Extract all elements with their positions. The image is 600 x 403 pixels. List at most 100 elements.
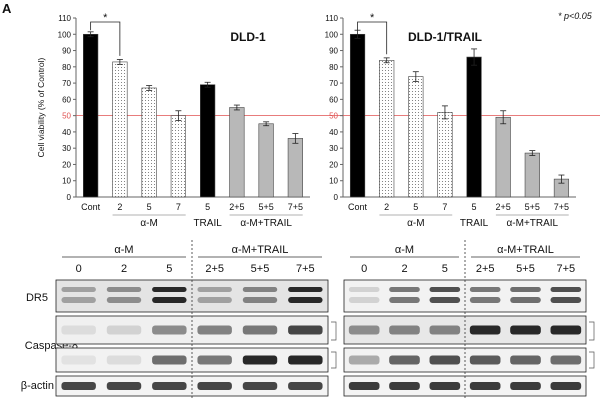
- blot-lane-label: 5: [166, 263, 172, 275]
- bar: [258, 123, 274, 198]
- bar: [229, 107, 245, 198]
- blot-band: [288, 287, 323, 292]
- group-label: TRAIL: [193, 218, 222, 229]
- significance-note: * p<0.05: [558, 11, 593, 21]
- y-tick-label: 40: [62, 128, 71, 137]
- caspase-bracket: [589, 321, 595, 341]
- blot-lane-label: 5+5: [516, 263, 535, 275]
- blot-band: [389, 355, 420, 365]
- chart-title: DLD-1: [230, 30, 266, 44]
- bar: [495, 116, 511, 198]
- blot-band: [550, 382, 582, 390]
- bar: [466, 56, 482, 198]
- blot-panel-left: α-M α-M+TRAIL 0 2 5 2+5 5+5 7+5: [55, 240, 337, 400]
- y-tick-label: 70: [62, 79, 71, 88]
- y-tick-label: 100: [58, 30, 72, 39]
- y-tick-label: 0: [334, 193, 339, 202]
- blot-band: [429, 355, 461, 365]
- blot-band: [197, 355, 232, 365]
- x-tick-label: 5: [205, 202, 210, 212]
- y-tick-label: 80: [62, 63, 71, 72]
- blot-band: [510, 355, 541, 365]
- y-tick-label: 110: [325, 14, 338, 23]
- y-tick-label: 60: [329, 95, 338, 104]
- significance-bracket: [90, 21, 121, 56]
- blot-row-label-actin: β-actin: [21, 380, 54, 392]
- y-tick-label: 60: [62, 95, 71, 104]
- y-tick-label: 110: [58, 14, 71, 23]
- blot-lane-label: 7+5: [296, 263, 315, 275]
- blot-band: [429, 287, 461, 292]
- blot-lane-label: 5: [442, 263, 448, 275]
- blot-band: [152, 325, 187, 335]
- y-tick-label: 10: [329, 177, 338, 186]
- y-tick-label: 90: [62, 47, 71, 56]
- chart-title: DLD-1/TRAIL: [408, 30, 482, 44]
- blot-band: [197, 325, 232, 335]
- x-tick-label: Cont: [348, 202, 368, 212]
- x-tick-label: 7+5: [554, 202, 569, 212]
- y-tick-label: 40: [329, 128, 338, 137]
- blot-band: [510, 382, 541, 390]
- blot-band: [510, 325, 541, 335]
- y-tick-label: 30: [329, 144, 338, 153]
- y-axis-label: Cell viability (% of Control): [36, 57, 46, 157]
- blot-band: [550, 287, 582, 292]
- blot-band: [61, 287, 96, 292]
- blot-band: [106, 297, 142, 303]
- blot-band: [242, 297, 278, 303]
- caspase-bracket: [331, 351, 337, 369]
- blot-band: [389, 297, 420, 303]
- y-tick-label: 20: [62, 160, 71, 169]
- bar: [200, 84, 216, 198]
- x-tick-label: 5+5: [258, 202, 273, 212]
- caspase-bracket: [331, 321, 337, 341]
- y-tick-label: 80: [329, 63, 338, 72]
- blot-lane-label: 5+5: [251, 263, 270, 275]
- blot-row-label-dr5: DR5: [26, 292, 48, 304]
- x-tick-label: 7: [176, 202, 181, 212]
- y-tick-label: 100: [325, 30, 339, 39]
- blot-band: [550, 355, 582, 365]
- blot-band: [288, 355, 323, 365]
- blot-band: [242, 355, 278, 365]
- group-label: α-M: [140, 218, 157, 229]
- blot-lane-label: 0: [361, 263, 367, 275]
- x-tick-label: 2+5: [496, 202, 511, 212]
- bar: [349, 33, 366, 198]
- blot-band: [61, 325, 96, 335]
- blot-band: [288, 325, 323, 335]
- significance-star: *: [370, 12, 375, 24]
- bar: [408, 76, 424, 198]
- y-tick-label: 70: [329, 79, 338, 88]
- x-tick-label: 5: [472, 202, 477, 212]
- blot-group-combo: α-M+TRAIL: [232, 244, 289, 256]
- group-label: α-M+TRAIL: [507, 218, 559, 229]
- y-tick-label: 10: [62, 177, 71, 186]
- group-label: TRAIL: [460, 218, 489, 229]
- panel-label: A: [2, 1, 12, 16]
- blot-group-alpha-m: α-M: [114, 244, 133, 256]
- blot-band: [152, 287, 187, 292]
- blot-group-alpha-m: α-M: [395, 244, 414, 256]
- bar: [170, 115, 186, 198]
- chart-dld1-trail: 0 10 20 30 40 50 60 70 80 90 100 110 DLD-1/TRAIL Cont…: [325, 12, 600, 229]
- blot-band: [152, 382, 187, 390]
- blot-band: [288, 297, 323, 303]
- significance-star: *: [103, 12, 108, 24]
- blot-band: [197, 382, 232, 390]
- significance-bracket: [357, 21, 388, 55]
- blot-band: [469, 382, 501, 390]
- blot-band: [348, 297, 380, 303]
- blot-band: [152, 297, 187, 303]
- bar: [141, 87, 157, 198]
- blot-band: [242, 287, 278, 292]
- x-tick-label: Cont: [81, 202, 101, 212]
- blot-band: [288, 382, 323, 390]
- blot-band: [469, 297, 501, 303]
- x-tick-label: 7: [442, 202, 447, 212]
- blot-band: [242, 382, 278, 390]
- blot-band: [242, 325, 278, 335]
- blot-panel-right: α-M α-M+TRAIL 0 2 5 2+5 5+5 7+5: [343, 240, 595, 400]
- x-tick-label: 5: [413, 202, 418, 212]
